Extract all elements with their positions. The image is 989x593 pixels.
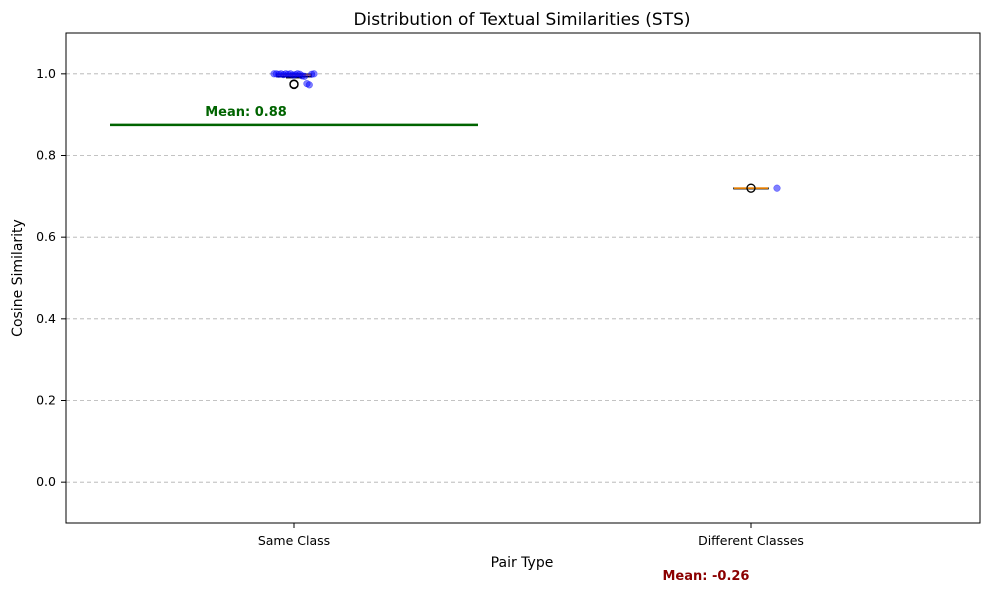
plot-frame	[65, 32, 981, 524]
x-axis-label: Pair Type	[491, 555, 554, 571]
data-point	[301, 72, 309, 80]
y-tick-label: 0.2	[36, 393, 56, 408]
y-tick-label: 0.4	[36, 311, 56, 326]
x-tick-label: Same Class	[258, 533, 330, 548]
chart-title: Distribution of Textual Similarities (ST…	[353, 10, 690, 30]
mean-label: Mean: -0.26	[663, 569, 750, 584]
data-point	[305, 81, 313, 89]
axes: 0.0 0.2 0.4 0.6 0.8 1.0 Same Class Different Cl…	[36, 66, 804, 548]
box-0: Mean: 0.88	[110, 70, 478, 127]
box-1: Mean: -0.26	[663, 183, 781, 584]
mean-label: Mean: 0.88	[205, 105, 287, 120]
data-layer: Mean: 0.88 Mean: -0.26	[110, 70, 781, 584]
x-tick-label: Different Classes	[698, 533, 804, 548]
y-tick-label: 0.8	[36, 148, 56, 163]
y-axis-label: Cosine Similarity	[10, 219, 26, 337]
y-tick-label: 1.0	[36, 66, 56, 81]
outlier-point	[746, 183, 756, 193]
data-point	[310, 70, 318, 78]
y-tick-label: 0.0	[36, 474, 56, 489]
grid-lines	[66, 73, 980, 483]
y-tick-label: 0.6	[36, 229, 56, 244]
data-point	[773, 184, 781, 192]
outlier-point	[289, 79, 299, 89]
